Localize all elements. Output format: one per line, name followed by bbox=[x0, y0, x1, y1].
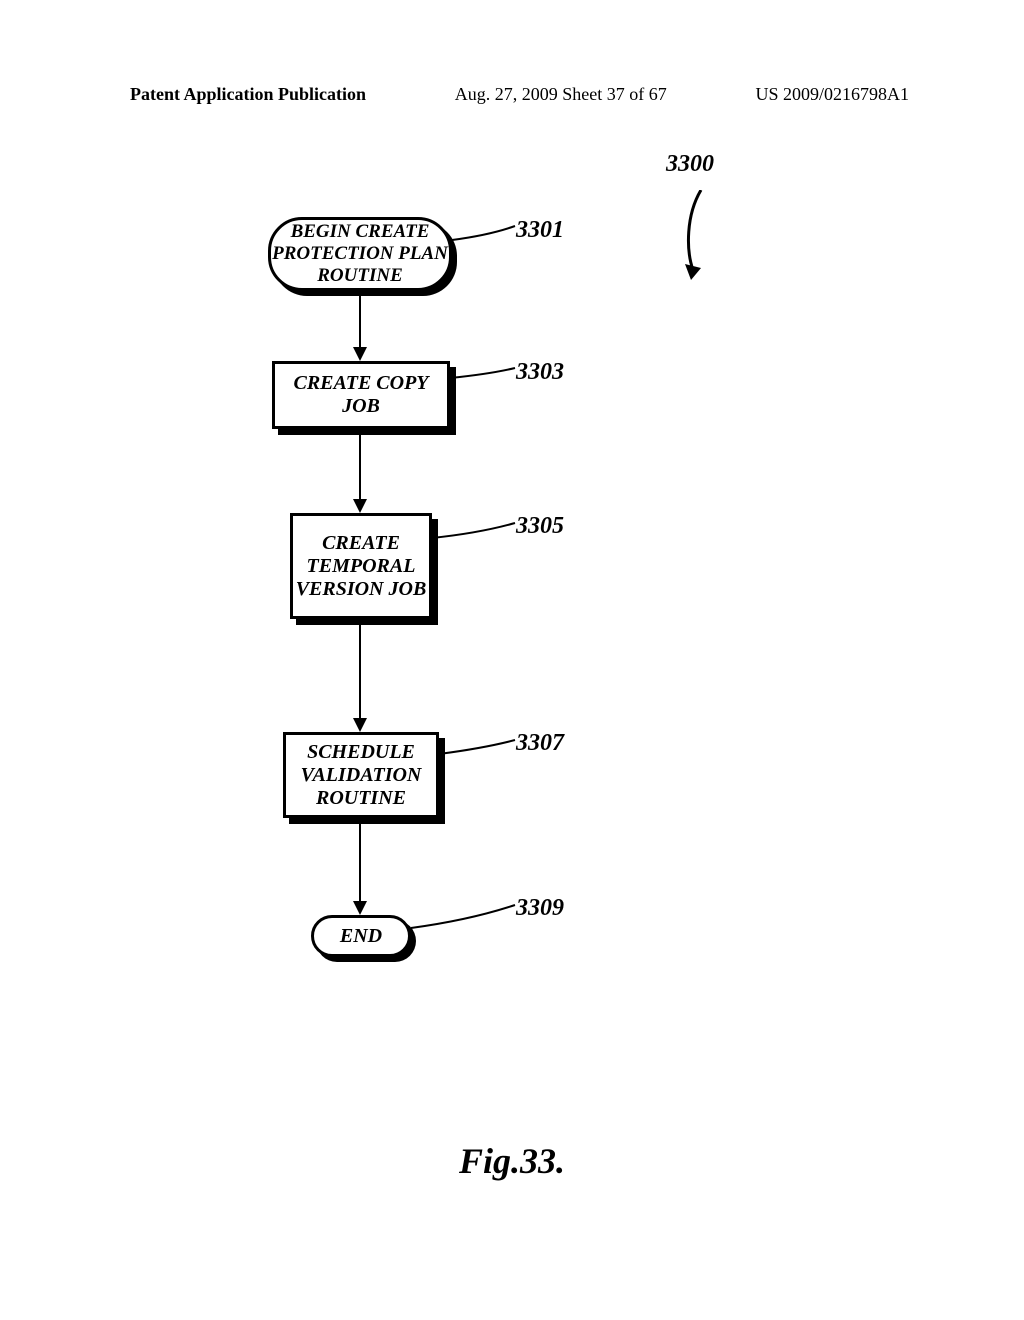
header-center: Aug. 27, 2009 Sheet 37 of 67 bbox=[455, 84, 667, 105]
arrow-schedule-end bbox=[359, 824, 361, 903]
arrow-head-copy-temporal bbox=[353, 499, 367, 513]
ref-number-3303: 3303 bbox=[516, 359, 564, 386]
leader-3303 bbox=[448, 366, 517, 380]
arrow-start-copy bbox=[359, 296, 361, 349]
flowchart-figure: 3300 BEGIN CREATE PROTECTION PLAN ROUTINE… bbox=[0, 140, 1024, 1120]
node-schedule-label: SCHEDULE VALIDATION ROUTINE bbox=[286, 741, 436, 810]
arrow-head-temporal-schedule bbox=[353, 718, 367, 732]
node-copy: CREATE COPY JOB bbox=[272, 361, 450, 429]
ref-number-3301: 3301 bbox=[516, 217, 564, 244]
node-schedule: SCHEDULE VALIDATION ROUTINE bbox=[283, 732, 439, 818]
arrow-temporal-schedule bbox=[359, 625, 361, 720]
leader-3301 bbox=[450, 224, 517, 242]
node-end-label: END bbox=[340, 925, 382, 948]
ref-number-3309: 3309 bbox=[516, 895, 564, 922]
figure-label: Fig.33. bbox=[0, 1140, 1024, 1182]
header-right: US 2009/0216798A1 bbox=[755, 84, 909, 105]
node-end: END bbox=[311, 915, 411, 957]
ref-number-3305: 3305 bbox=[516, 513, 564, 540]
node-copy-label: CREATE COPY JOB bbox=[275, 372, 447, 418]
page-header: Patent Application Publication Aug. 27, … bbox=[0, 84, 1024, 105]
node-temporal-label: CREATE TEMPORAL VERSION JOB bbox=[293, 532, 429, 601]
ref-number-3307: 3307 bbox=[516, 730, 564, 757]
leader-3307 bbox=[437, 738, 517, 756]
arrow-copy-temporal bbox=[359, 435, 361, 501]
leader-3309 bbox=[409, 903, 517, 930]
node-temporal: CREATE TEMPORAL VERSION JOB bbox=[290, 513, 432, 619]
ref-number-3300: 3300 bbox=[666, 151, 714, 178]
header-left: Patent Application Publication bbox=[130, 84, 366, 105]
arrow-head-schedule-end bbox=[353, 901, 367, 915]
pointer-curve-3300 bbox=[681, 190, 741, 290]
node-start: BEGIN CREATE PROTECTION PLAN ROUTINE bbox=[268, 217, 452, 291]
arrow-head-start-copy bbox=[353, 347, 367, 361]
node-start-label: BEGIN CREATE PROTECTION PLAN ROUTINE bbox=[271, 221, 449, 287]
leader-3305 bbox=[430, 521, 517, 540]
